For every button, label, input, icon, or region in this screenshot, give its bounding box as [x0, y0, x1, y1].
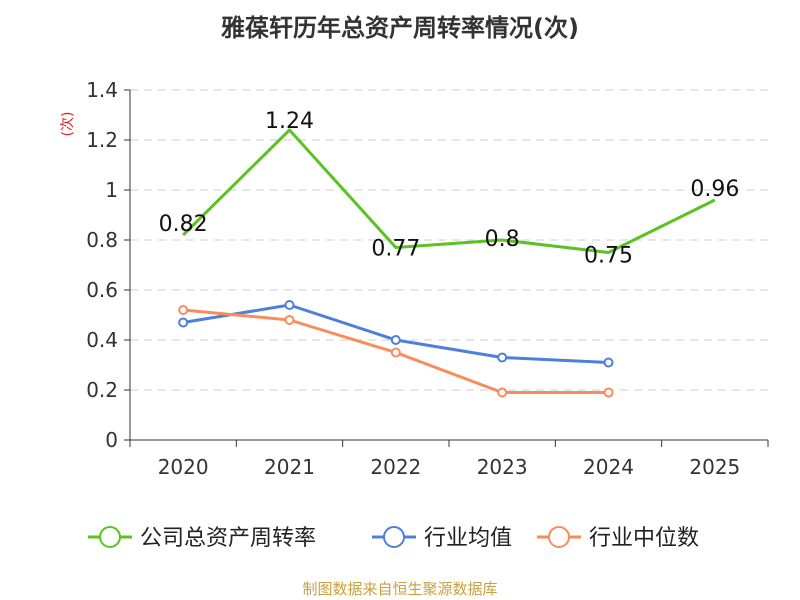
data-label: 0.96 [690, 177, 739, 202]
data-point [497, 352, 508, 363]
y-tick-label: 1.2 [86, 128, 118, 152]
y-tick-label: 0.4 [86, 328, 118, 352]
y-tick-label: 0.6 [86, 278, 118, 302]
legend: 公司总资产周转率 行业均值 行业中位数 [88, 526, 699, 551]
data-label: 0.75 [584, 244, 633, 269]
data-point [178, 305, 189, 315]
y-tick-label: 1.4 [86, 78, 118, 102]
chart-title: 雅葆轩历年总资产周转率情况(次) [221, 14, 579, 42]
data-labels: 0.82 1.24 0.77 0.8 0.75 0.96 [159, 109, 740, 269]
legend-label: 行业均值 [424, 526, 512, 551]
legend-swatch-marker [99, 526, 121, 548]
axes: 0 0.2 0.4 0.6 0.8 1 1.2 1.4 2020 2021 2022 2023 2024… [60, 78, 769, 479]
grid-lines [130, 89, 768, 391]
data-label: 0.77 [371, 237, 420, 262]
x-tick-label: 2022 [370, 455, 421, 479]
data-label: 0.8 [485, 227, 520, 252]
y-tick-label: 0.2 [86, 378, 118, 402]
x-tick-label: 2021 [264, 455, 315, 479]
data-point [603, 357, 614, 368]
series-line [182, 128, 716, 254]
legend-label: 行业中位数 [589, 526, 699, 551]
data-point [390, 347, 401, 358]
data-point [284, 300, 295, 310]
data-label: 0.82 [159, 212, 208, 237]
x-tick-label: 2020 [158, 455, 209, 479]
data-point [178, 317, 189, 328]
data-point [390, 335, 401, 345]
x-tick-label: 2023 [477, 455, 528, 479]
legend-swatch-marker [383, 526, 405, 548]
y-tick-label: 1 [105, 178, 118, 202]
legend-label: 公司总资产周转率 [140, 526, 316, 551]
x-tick-label: 2025 [689, 455, 740, 479]
data-point [603, 387, 614, 398]
y-tick-label: 0 [105, 428, 118, 452]
source-note: 制图数据来自恒生聚源数据库 [302, 580, 498, 598]
series-lines [178, 128, 716, 398]
x-tick-label: 2024 [583, 455, 634, 479]
y-tick-label: 0.8 [86, 228, 118, 252]
data-point [497, 387, 508, 398]
data-label: 1.24 [265, 109, 314, 134]
legend-swatch-marker [548, 526, 570, 548]
data-point [284, 315, 295, 325]
y-axis-label: (次) [60, 112, 76, 137]
